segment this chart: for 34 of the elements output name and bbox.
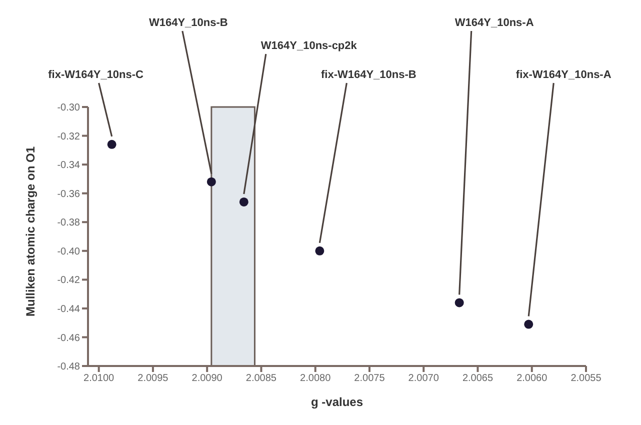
y-tick-label: -0.36 xyxy=(57,188,80,200)
y-tick-label: -0.34 xyxy=(57,160,80,172)
annotation: W164Y_10ns-cp2k xyxy=(260,40,358,52)
annotation: W164Y_10ns-B xyxy=(148,17,228,29)
annotation: W164Y_10ns-A xyxy=(454,17,534,29)
x-tick-label: 2.0065 xyxy=(462,373,494,384)
point xyxy=(524,320,534,329)
y-tick-label: -0.30 xyxy=(57,102,80,114)
x-tick-label: 2.0100 xyxy=(84,373,115,384)
x-tick-label: 2.0070 xyxy=(408,373,440,384)
x-tick-label: 2.0080 xyxy=(300,373,332,384)
point xyxy=(239,197,248,206)
y-tick-label: -0.32 xyxy=(57,131,80,142)
point xyxy=(206,177,216,186)
x-tick-label: 2.0085 xyxy=(246,373,277,384)
point xyxy=(107,140,116,149)
annotation: fix-W164Y_10ns-C xyxy=(48,69,144,81)
y-tick-label: -0.40 xyxy=(57,246,80,258)
annotation: fix-W164Y_10ns-A xyxy=(516,69,612,81)
y-tick-label: -0.48 xyxy=(57,362,80,373)
y-tick-label: -0.44 xyxy=(57,304,80,315)
y-tick-label: -0.46 xyxy=(57,332,80,344)
x-tick-label: 2.0095 xyxy=(138,373,169,384)
y-tick-label: -0.38 xyxy=(57,218,80,229)
point xyxy=(454,298,464,308)
point xyxy=(315,246,324,256)
x-tick-label: 2.0075 xyxy=(354,373,386,384)
annotation: fix-W164Y_10ns-B xyxy=(320,69,416,81)
x-tick-label: 2.0060 xyxy=(516,373,548,384)
y-axis-title: Mulliken atomic charge on O1 xyxy=(23,146,38,316)
x-tick-label: 2.0090 xyxy=(192,373,223,384)
x-axis-title: g -values xyxy=(310,395,364,409)
y-tick-label: -0.42 xyxy=(57,275,80,286)
x-tick-label: 2.0055 xyxy=(570,373,602,384)
